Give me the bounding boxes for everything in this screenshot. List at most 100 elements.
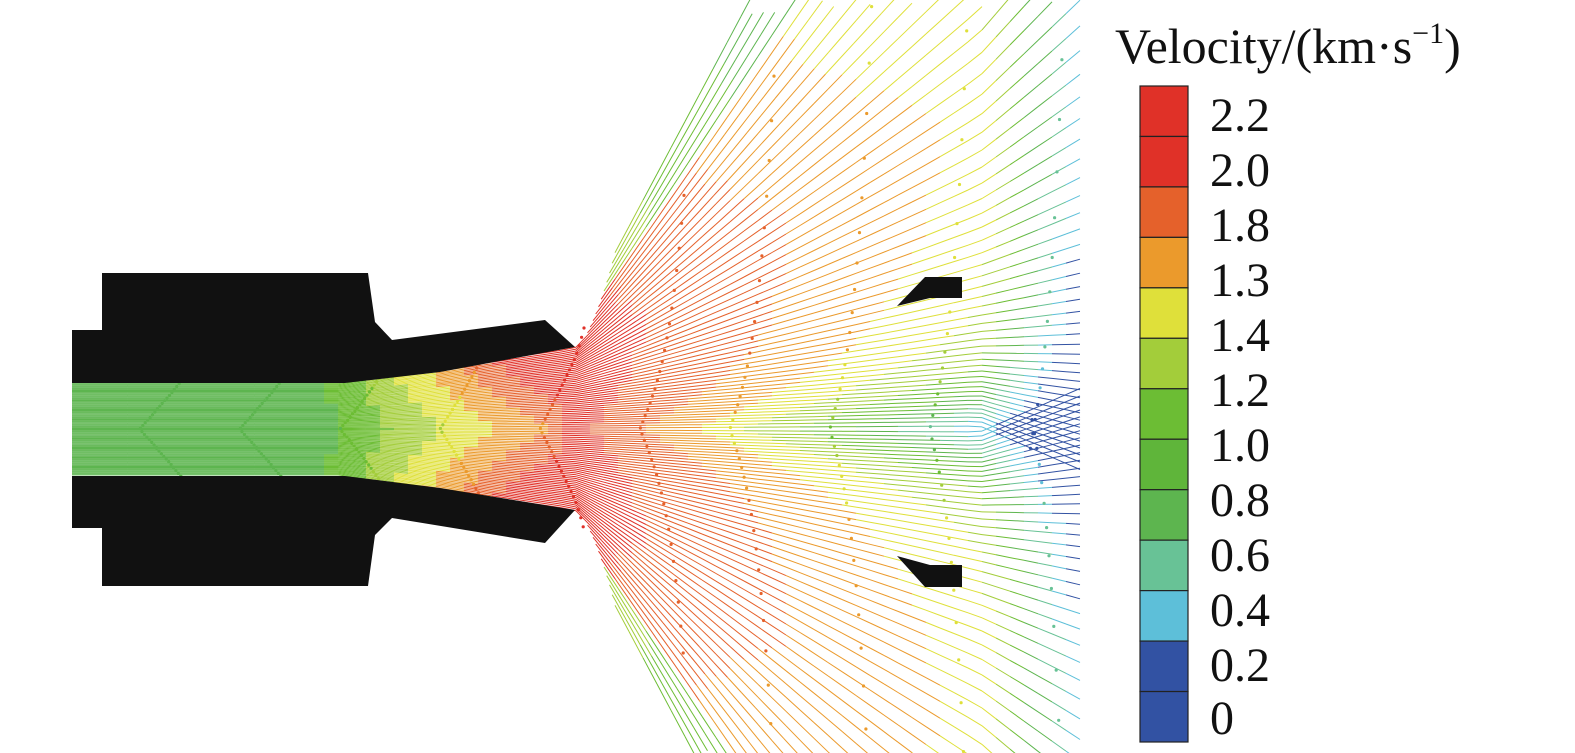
streamline-segment (421, 390, 437, 393)
streamline-segment (741, 149, 756, 166)
streamline-segment (967, 73, 983, 85)
streamline-segment (855, 359, 871, 363)
streamline-segment (1023, 400, 1039, 405)
streamline-segment (911, 454, 927, 457)
streamline-segment (519, 454, 535, 457)
streamline-segment (337, 442, 353, 445)
streamline-segment (687, 450, 703, 453)
streamline-segment (519, 459, 535, 462)
streamline-segment (981, 395, 997, 400)
streamline-segment (463, 410, 479, 413)
streamline-segment (463, 365, 479, 369)
streamline-segment (743, 502, 759, 507)
streamline-segment (575, 406, 591, 409)
streamline-segment (911, 235, 927, 242)
streamline-segment (785, 330, 801, 335)
streamline-segment (869, 251, 885, 259)
streamline-segment (421, 455, 437, 458)
streamline-segment (628, 199, 644, 227)
streamline-segment (1051, 494, 1067, 497)
streamline-segment (1051, 469, 1067, 473)
streamline-segment (841, 240, 857, 249)
streamline-segment (939, 311, 955, 315)
streamline-segment (995, 88, 1011, 102)
streamline-segment (659, 409, 675, 412)
streamline-segment (841, 385, 857, 388)
streamline-segment (659, 282, 675, 295)
streamline-segment (1037, 457, 1053, 462)
streamline-segment (729, 268, 745, 277)
streamline-segment (673, 348, 689, 354)
streamline-segment (421, 386, 437, 389)
streamline-segment (771, 100, 787, 118)
streamline-segment (701, 498, 717, 503)
streamline-segment (981, 497, 997, 500)
streamline-segment (799, 475, 815, 478)
streamline-segment (799, 260, 815, 268)
streamline-segment (855, 277, 871, 284)
streamline-segment (547, 387, 563, 390)
streamline-segment (547, 349, 563, 353)
streamline-segment (589, 362, 605, 369)
streamline-segment (449, 459, 465, 462)
streamline-segment (805, 24, 821, 44)
streamline-segment (589, 400, 605, 403)
streamline-segment (617, 457, 633, 460)
streamline-segment (855, 209, 871, 218)
streamline-segment (421, 443, 437, 446)
streamline-segment (393, 381, 409, 385)
streamline-segment (911, 485, 927, 489)
streamline-segment (421, 459, 437, 462)
streamline-segment (519, 400, 535, 402)
streamline-segment (491, 457, 507, 460)
streamline-segment (603, 294, 619, 312)
streamline-segment (757, 310, 773, 317)
streamline-segment (757, 197, 773, 210)
streamline-segment (799, 467, 815, 470)
streamline-segment (827, 278, 843, 285)
streamline-segment (995, 240, 1011, 248)
streamline-segment (855, 3, 871, 21)
streamline-segment (1037, 437, 1053, 443)
streamline-segment (575, 415, 591, 418)
streamline-segment (673, 232, 689, 248)
streamline-segment (673, 312, 689, 321)
streamline-segment (631, 483, 647, 488)
streamline-segment (1023, 441, 1039, 447)
streamline-segment (911, 375, 927, 378)
streamline-segment (463, 369, 479, 373)
streamline-segment (813, 489, 829, 493)
streamline-segment (827, 171, 843, 183)
streamline-segment (729, 376, 745, 379)
streamline-segment (939, 494, 955, 497)
streamline-segment (701, 410, 717, 413)
streamline-segment (953, 474, 969, 477)
streamline-segment (505, 465, 521, 468)
streamline-segment (617, 416, 633, 418)
streamline-segment (827, 358, 843, 362)
streamline-segment (995, 403, 1011, 409)
streamline-segment (718, 149, 734, 168)
streamline-segment (897, 390, 913, 392)
streamline-segment (379, 394, 395, 397)
streamline-segment (533, 374, 549, 378)
streamline-segment (729, 458, 745, 461)
streamline-segment (533, 455, 549, 457)
streamline-segment (575, 457, 591, 460)
streamline-segment (827, 405, 843, 407)
streamline-segment (659, 289, 675, 301)
streamline-segment (1009, 75, 1025, 89)
streamline-segment (855, 384, 871, 387)
streamline-segment (813, 409, 829, 411)
streamline-segment (589, 382, 605, 387)
streamline-segment (575, 409, 591, 412)
streamline-segment (743, 385, 759, 389)
streamline-segment (869, 240, 885, 248)
streamline-segment (785, 462, 801, 465)
streamline-segment (463, 407, 479, 410)
streamline-segment (869, 273, 885, 279)
streamline-segment (1065, 409, 1081, 414)
streamline-segment (606, 286, 622, 304)
streamline-segment (897, 542, 913, 547)
streamline-segment (813, 511, 829, 515)
